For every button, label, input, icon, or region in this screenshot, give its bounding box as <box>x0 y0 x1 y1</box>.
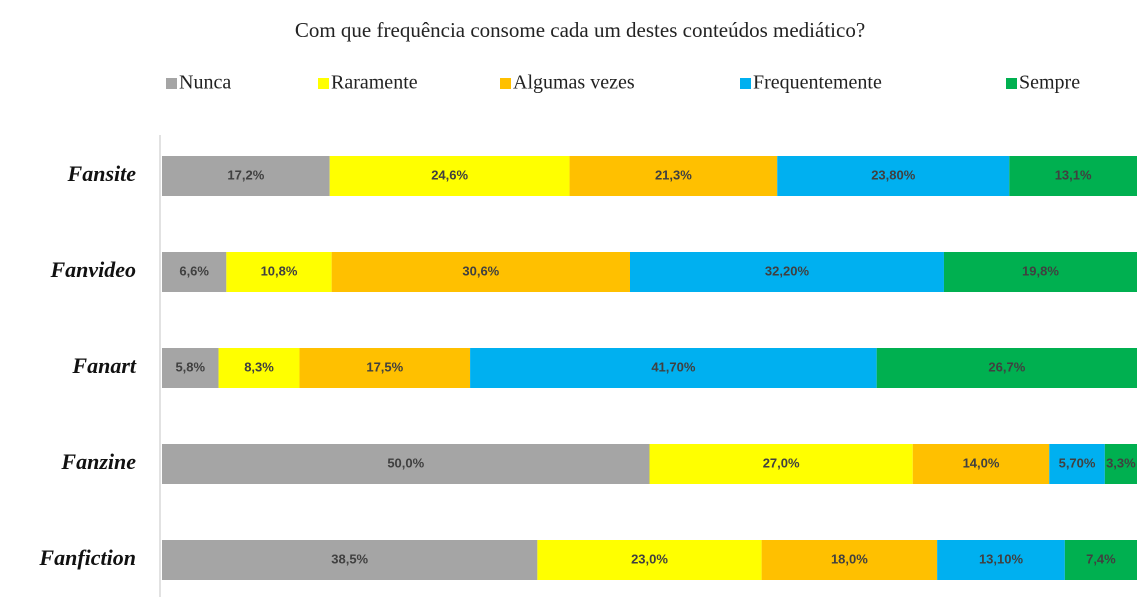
category-label: Fansite <box>67 161 137 186</box>
bar-segment <box>162 252 227 292</box>
data-label: 26,7% <box>988 359 1025 374</box>
data-label: 18,0% <box>831 551 868 566</box>
category-label: Fanfiction <box>38 545 136 570</box>
bar-segment <box>876 348 1137 388</box>
bar-segment <box>162 348 219 388</box>
data-label: 19,8% <box>1022 263 1059 278</box>
category-label: Fanvideo <box>49 257 136 282</box>
bar-segment <box>299 348 471 388</box>
bar-segment <box>537 540 762 580</box>
legend-swatch <box>318 78 329 89</box>
data-label: 32,20% <box>765 263 810 278</box>
legend-label: Sempre <box>1019 72 1080 94</box>
category-label: Fanzine <box>60 449 136 474</box>
bar-segment <box>329 156 570 196</box>
data-label: 24,6% <box>431 167 468 182</box>
data-label: 17,5% <box>366 359 403 374</box>
data-label: 23,80% <box>871 167 916 182</box>
data-label: 10,8% <box>261 263 298 278</box>
legend-swatch <box>1006 78 1017 89</box>
data-label: 21,3% <box>655 167 692 182</box>
bar-segment <box>1049 444 1105 484</box>
bar-segment <box>761 540 938 580</box>
data-label: 6,6% <box>179 263 209 278</box>
legend-label: Frequentemente <box>753 72 882 94</box>
bar-segment <box>218 348 300 388</box>
data-label: 8,3% <box>244 359 274 374</box>
legend-swatch <box>500 78 511 89</box>
bar-segment <box>331 252 630 292</box>
bar-segment <box>162 444 650 484</box>
bar-segment <box>569 156 778 196</box>
bar-segment <box>162 156 330 196</box>
bar-segment <box>226 252 332 292</box>
data-label: 41,70% <box>651 359 696 374</box>
data-label: 3,3% <box>1106 455 1136 470</box>
data-label: 27,0% <box>763 455 800 470</box>
legend-swatch <box>166 78 177 89</box>
bar-segment <box>630 252 944 292</box>
bar-segment <box>1064 540 1137 580</box>
chart-title: Com que frequência consome cada um deste… <box>295 18 865 42</box>
data-label: 38,5% <box>331 551 368 566</box>
bar-segment <box>912 444 1050 484</box>
legend-swatch <box>740 78 751 89</box>
bar-segment <box>470 348 877 388</box>
bar-segment <box>777 156 1010 196</box>
legend-label: Algumas vezes <box>513 72 635 94</box>
data-label: 13,10% <box>979 551 1024 566</box>
data-label: 17,2% <box>227 167 264 182</box>
data-label: 5,70% <box>1059 455 1096 470</box>
data-label: 7,4% <box>1086 551 1116 566</box>
bar-segment <box>943 252 1137 292</box>
data-label: 14,0% <box>963 455 1000 470</box>
data-label: 50,0% <box>387 455 424 470</box>
legend-label: Raramente <box>331 72 418 94</box>
bar-segment <box>649 444 913 484</box>
data-label: 23,0% <box>631 551 668 566</box>
bar-segment <box>1009 156 1137 196</box>
data-label: 13,1% <box>1055 167 1092 182</box>
bar-segment <box>937 540 1065 580</box>
data-label: 30,6% <box>462 263 499 278</box>
legend-label: Nunca <box>179 72 231 94</box>
category-label: Fanart <box>71 353 136 378</box>
data-label: 5,8% <box>175 359 205 374</box>
bar-segment <box>1104 444 1137 484</box>
bar-segment <box>162 540 538 580</box>
